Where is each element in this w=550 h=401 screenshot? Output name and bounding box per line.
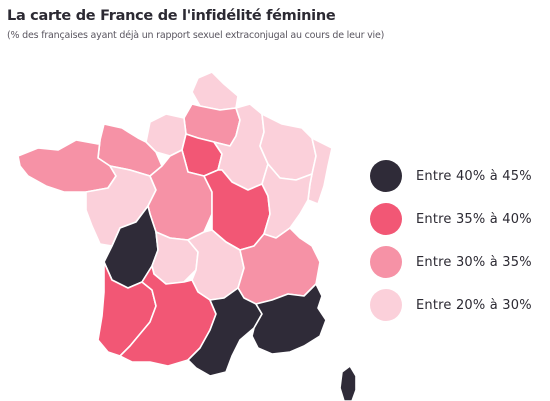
legend-item-red: Entre 35% à 40%	[370, 203, 532, 235]
legend-label-pink: Entre 30% à 35%	[416, 254, 532, 270]
legend-label-red: Entre 35% à 40%	[416, 211, 532, 227]
legend-label-dark: Entre 40% à 45%	[416, 168, 532, 184]
legend-label-light: Entre 20% à 30%	[416, 297, 532, 313]
legend-swatch-light	[370, 289, 402, 321]
region-alsace[interactable]	[307, 137, 333, 205]
region-corse[interactable]	[339, 365, 357, 401]
map-subtitle: (% des françaises ayant déjà un rapport …	[7, 30, 385, 41]
region-provence-alpes-cote-dazur[interactable]	[251, 283, 327, 355]
legend-item-dark: Entre 40% à 45%	[370, 160, 532, 192]
legend-item-light: Entre 20% à 30%	[370, 289, 532, 321]
region-franche-comte[interactable]	[261, 163, 313, 239]
legend-swatch-dark	[370, 160, 402, 192]
region-languedoc-roussillon[interactable]	[187, 287, 263, 377]
legend-swatch-red	[370, 203, 402, 235]
region-nord-pas-de-calais[interactable]	[191, 71, 239, 111]
map-title: La carte de France de l'infidélité fémin…	[7, 8, 336, 24]
legend-swatch-pink	[370, 246, 402, 278]
legend-item-pink: Entre 30% à 35%	[370, 246, 532, 278]
